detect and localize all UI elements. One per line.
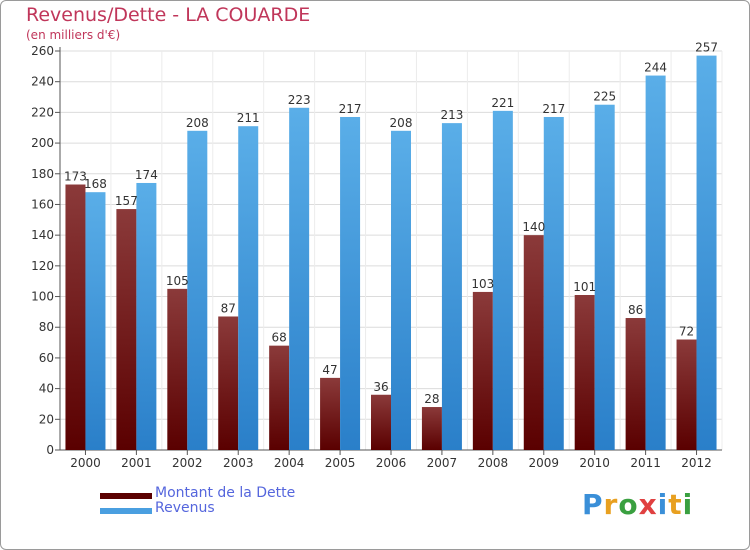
bar-dette bbox=[421, 407, 442, 450]
bar-dette bbox=[218, 316, 239, 450]
legend-label-dette: Montant de la Dette bbox=[155, 485, 296, 501]
data-label-dette: 72 bbox=[679, 325, 694, 339]
x-tick-label: 2007 bbox=[427, 456, 458, 470]
data-label-dette: 36 bbox=[373, 380, 388, 394]
data-label-dette: 173 bbox=[64, 170, 87, 184]
bar-dette bbox=[676, 339, 697, 450]
chart-subtitle: (en milliers d'€) bbox=[26, 28, 121, 42]
data-label-dette: 28 bbox=[424, 392, 439, 406]
y-tick-label: 200 bbox=[31, 136, 54, 150]
y-tick-label: 0 bbox=[46, 443, 54, 457]
bar-revenus bbox=[340, 116, 361, 450]
data-label-revenus: 221 bbox=[491, 96, 514, 110]
y-tick-label: 180 bbox=[31, 167, 54, 181]
bar-revenus bbox=[85, 192, 106, 450]
data-label-revenus: 217 bbox=[339, 102, 362, 116]
y-tick-label: 60 bbox=[39, 351, 54, 365]
x-tick-label: 2012 bbox=[681, 456, 712, 470]
x-tick-label: 2002 bbox=[172, 456, 203, 470]
bar-revenus bbox=[391, 130, 411, 451]
bar-dette bbox=[167, 288, 188, 450]
y-tick-label: 160 bbox=[31, 197, 54, 211]
data-label-dette: 87 bbox=[221, 301, 236, 315]
data-label-dette: 103 bbox=[471, 277, 494, 291]
y-tick-label: 20 bbox=[39, 412, 54, 426]
y-tick-label: 120 bbox=[31, 259, 54, 273]
bar-revenus bbox=[441, 123, 462, 450]
bar-dette bbox=[269, 345, 290, 450]
x-tick-label: 2006 bbox=[376, 456, 407, 470]
bar-revenus bbox=[187, 130, 208, 451]
x-tick-label: 2001 bbox=[121, 456, 152, 470]
y-tick-label: 40 bbox=[39, 382, 54, 396]
bar-dette bbox=[625, 318, 646, 450]
data-label-revenus: 213 bbox=[440, 108, 463, 122]
legend-label-revenus: Revenus bbox=[155, 500, 215, 516]
data-label-dette: 68 bbox=[272, 331, 287, 345]
y-tick-label: 220 bbox=[31, 105, 54, 119]
bar-revenus bbox=[289, 107, 310, 451]
bar-dette bbox=[574, 295, 595, 450]
data-label-revenus: 257 bbox=[695, 41, 718, 55]
data-label-revenus: 244 bbox=[644, 61, 667, 75]
y-tick-label: 80 bbox=[39, 320, 54, 334]
data-label-dette: 86 bbox=[628, 303, 643, 317]
bars bbox=[65, 55, 717, 451]
data-label-revenus: 208 bbox=[390, 116, 413, 130]
x-tick-label: 2008 bbox=[478, 456, 509, 470]
bar-revenus bbox=[492, 110, 513, 450]
chart-title: Revenus/Dette - LA COUARDE bbox=[26, 4, 311, 26]
y-tick-label: 240 bbox=[31, 75, 54, 89]
bar-revenus bbox=[696, 55, 717, 450]
bar-dette bbox=[523, 235, 544, 450]
data-label-revenus: 168 bbox=[84, 177, 107, 191]
y-tick-label: 140 bbox=[31, 228, 54, 242]
data-label-revenus: 223 bbox=[288, 93, 311, 107]
axes: 0 20 40 60 80 100 120 140 160 180 200 220 240 260 2000… bbox=[31, 44, 722, 470]
x-tick-label: 2003 bbox=[223, 456, 254, 470]
legend-swatch-revenus bbox=[100, 508, 152, 514]
data-label-revenus: 211 bbox=[237, 111, 260, 125]
bar-dette bbox=[320, 377, 341, 450]
data-label-revenus: 174 bbox=[135, 168, 158, 182]
x-tick-label: 2011 bbox=[630, 456, 661, 470]
legend-swatch-dette bbox=[100, 493, 152, 499]
bar-revenus bbox=[543, 116, 564, 450]
data-label-revenus: 217 bbox=[542, 102, 565, 116]
y-tick-label: 100 bbox=[31, 290, 54, 304]
data-label-dette: 157 bbox=[115, 194, 138, 208]
x-tick-label: 2005 bbox=[325, 456, 356, 470]
bar-revenus bbox=[238, 126, 259, 450]
bar-dette bbox=[65, 184, 86, 450]
bar-revenus bbox=[594, 104, 615, 450]
data-label-revenus: 225 bbox=[593, 90, 616, 104]
x-tick-label: 2010 bbox=[579, 456, 610, 470]
x-tick-label: 2004 bbox=[274, 456, 305, 470]
data-label-dette: 47 bbox=[322, 363, 337, 377]
x-tick-label: 2000 bbox=[70, 456, 101, 470]
proxiti-logo: Proxiti bbox=[582, 488, 694, 521]
bar-dette bbox=[472, 291, 493, 450]
x-tick-label: 2009 bbox=[528, 456, 559, 470]
bar-revenus bbox=[645, 75, 666, 451]
bar-revenus bbox=[136, 182, 157, 450]
y-tick-label: 260 bbox=[31, 44, 54, 58]
bar-dette bbox=[116, 209, 137, 450]
data-label-dette: 140 bbox=[522, 220, 545, 234]
data-label-revenus: 208 bbox=[186, 116, 209, 130]
data-label-dette: 101 bbox=[573, 280, 596, 294]
bar-dette bbox=[371, 394, 391, 450]
data-label-dette: 105 bbox=[166, 274, 189, 288]
